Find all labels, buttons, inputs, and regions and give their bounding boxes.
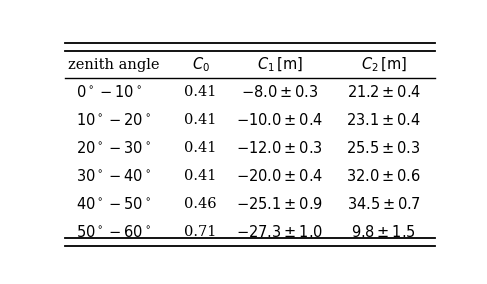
Text: $-8.0 \pm 0.3$: $-8.0 \pm 0.3$: [241, 84, 318, 101]
Text: $-25.1 \pm 0.9$: $-25.1 \pm 0.9$: [236, 196, 323, 212]
Text: $0^\circ - 10^\circ$: $0^\circ - 10^\circ$: [76, 84, 142, 101]
Text: $40^\circ - 50^\circ$: $40^\circ - 50^\circ$: [76, 196, 151, 212]
Text: $C_0$: $C_0$: [191, 55, 209, 74]
Text: 0.46: 0.46: [184, 197, 217, 211]
Text: $32.0 \pm 0.6$: $32.0 \pm 0.6$: [346, 168, 421, 184]
Text: $50^\circ - 60^\circ$: $50^\circ - 60^\circ$: [76, 224, 151, 240]
Text: 0.41: 0.41: [185, 85, 217, 99]
Text: 0.41: 0.41: [185, 113, 217, 127]
Text: $25.5 \pm 0.3$: $25.5 \pm 0.3$: [346, 140, 421, 156]
Text: $9.8 \pm 1.5$: $9.8 \pm 1.5$: [351, 224, 416, 240]
Text: $-10.0 \pm 0.4$: $-10.0 \pm 0.4$: [236, 112, 323, 128]
Text: zenith angle: zenith angle: [68, 58, 160, 72]
Text: $23.1 \pm 0.4$: $23.1 \pm 0.4$: [346, 112, 421, 128]
Text: $34.5 \pm 0.7$: $34.5 \pm 0.7$: [347, 196, 420, 212]
Text: $-27.3 \pm 1.0$: $-27.3 \pm 1.0$: [236, 224, 323, 240]
Text: $30^\circ - 40^\circ$: $30^\circ - 40^\circ$: [76, 168, 151, 184]
Text: $C_2\,[\mathrm{m}]$: $C_2\,[\mathrm{m}]$: [360, 55, 407, 74]
Text: $20^\circ - 30^\circ$: $20^\circ - 30^\circ$: [76, 140, 151, 156]
Text: 0.71: 0.71: [185, 225, 217, 239]
Text: $-20.0 \pm 0.4$: $-20.0 \pm 0.4$: [236, 168, 323, 184]
Text: $21.2 \pm 0.4$: $21.2 \pm 0.4$: [347, 84, 421, 101]
Text: $C_1\,[\mathrm{m}]$: $C_1\,[\mathrm{m}]$: [257, 55, 303, 74]
Text: $10^\circ - 20^\circ$: $10^\circ - 20^\circ$: [76, 112, 151, 128]
Text: 0.41: 0.41: [185, 169, 217, 183]
Text: $-12.0 \pm 0.3$: $-12.0 \pm 0.3$: [236, 140, 323, 156]
Text: 0.41: 0.41: [185, 141, 217, 155]
